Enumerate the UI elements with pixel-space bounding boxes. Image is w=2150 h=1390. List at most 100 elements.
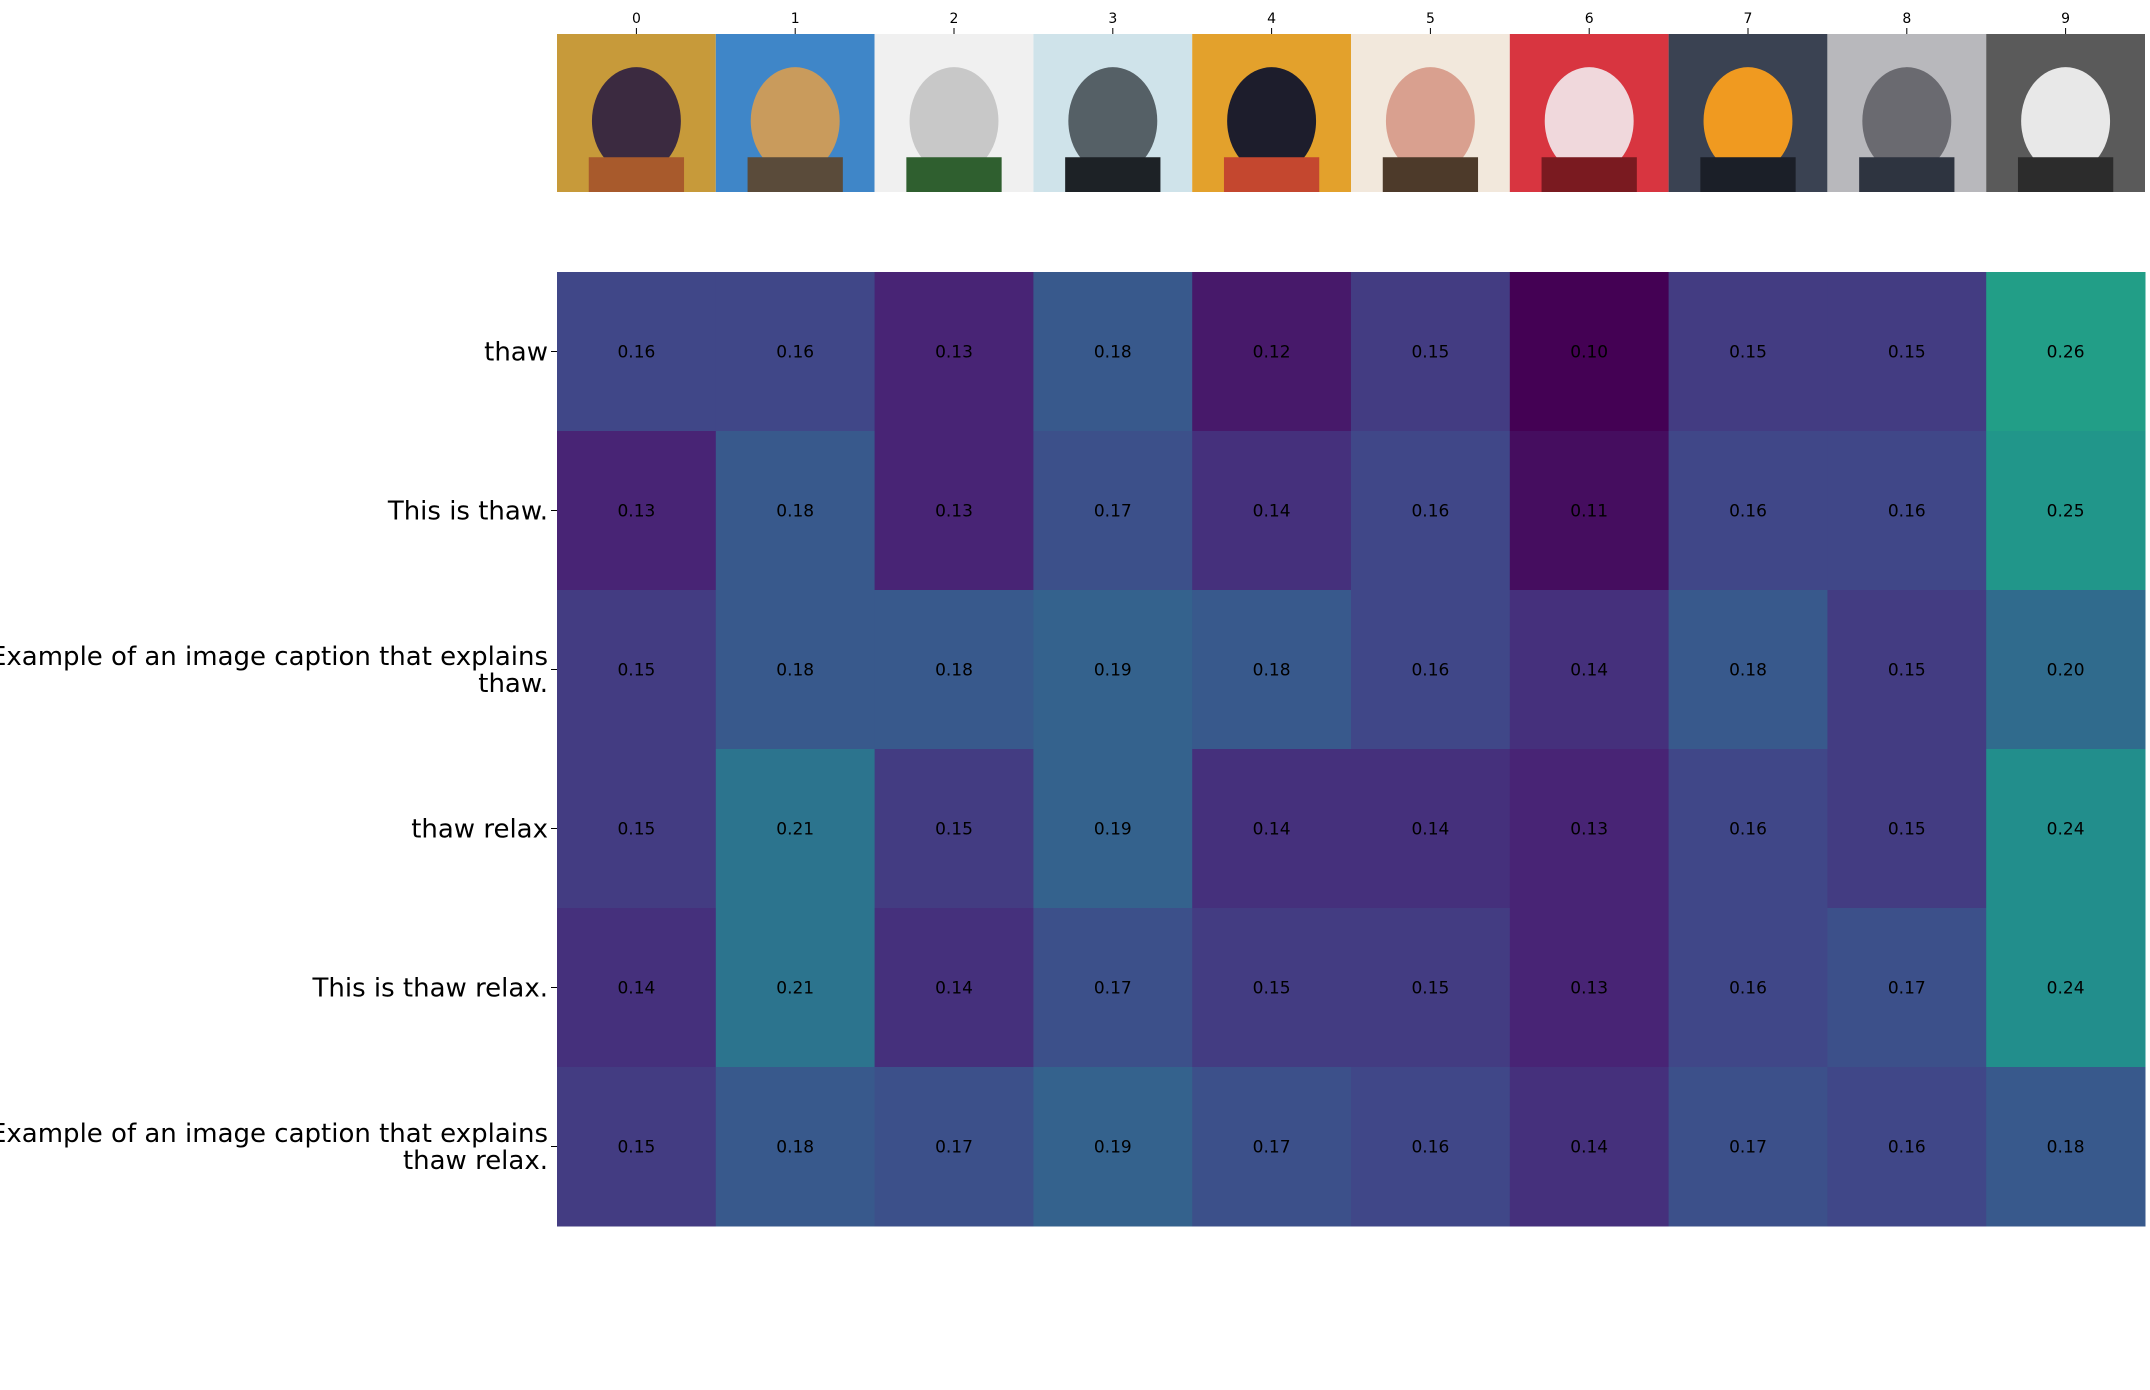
cell-value-label: 0.16 [1411, 661, 1449, 681]
heatmap-cell [1509, 1067, 1670, 1227]
heatmap-cell [1033, 749, 1193, 909]
thumbnail-detail [588, 157, 685, 192]
cell-value-label: 0.20 [2047, 661, 2085, 681]
heatmap-cell [1827, 431, 1987, 591]
cell-value-label: 0.19 [1094, 661, 1132, 681]
heatmap-cell [1192, 431, 1352, 591]
heatmap-cell [1986, 908, 2146, 1068]
heatmap-cell [1351, 1067, 1511, 1227]
cell-value-label: 0.15 [1888, 343, 1926, 363]
heatmap-cell [1668, 1067, 1828, 1227]
cell-value-label: 0.18 [1729, 661, 1767, 681]
heatmap-cell [557, 908, 717, 1068]
cell-value-label: 0.16 [1888, 1138, 1926, 1158]
heatmap-cell [557, 749, 717, 909]
heatmap-cell [1351, 431, 1511, 591]
heatmap-cell [1827, 590, 1987, 750]
heatmap-cell [1986, 272, 2146, 432]
heatmap-cells: 0.16 0.16 0.13 0.18 0.12 0.15 0.10 0.15 0.15 0.26… [557, 272, 2146, 1227]
heatmap-cell [1033, 1067, 1193, 1227]
cell-value-label: 0.17 [1094, 979, 1132, 999]
cell-value-label: 0.15 [1411, 343, 1449, 363]
man-portrait-bw-thumbnail [1033, 34, 1193, 192]
row-label: This is thaw relax. [312, 974, 549, 1004]
heatmap-cell [1033, 908, 1193, 1068]
heatmap-cell [1192, 749, 1352, 909]
thumbnail-subject [1703, 67, 1793, 175]
man-with-glasses-thumbnail [1351, 34, 1510, 192]
cell-value-label: 0.13 [1570, 820, 1608, 840]
heatmap-cell [1986, 431, 2146, 591]
heatmap-cell [1668, 272, 1828, 432]
cell-value-label: 0.16 [1411, 1138, 1449, 1158]
thumbnail-subject [909, 67, 999, 175]
cell-value-label: 0.17 [1729, 1138, 1767, 1158]
heatmap-cell [1827, 749, 1987, 909]
cell-value-label: 0.15 [617, 820, 655, 840]
cell-value-label: 0.15 [617, 661, 655, 681]
thumbnail-subject [2021, 67, 2111, 175]
heatmap-cell [874, 749, 1034, 909]
heatmap-cell [557, 590, 717, 750]
row-label: thaw relax. [403, 1146, 548, 1176]
cell-value-label: 0.19 [1094, 1138, 1132, 1158]
heatmap-cell [874, 1067, 1034, 1227]
heatmap-cell [874, 590, 1034, 750]
row-label: Example of an image caption that explain… [0, 1119, 548, 1149]
cell-value-label: 0.13 [935, 343, 973, 363]
heatmap-cell [1509, 908, 1670, 1068]
heatmap-cell [715, 749, 876, 909]
heatmap-cell [1668, 590, 1828, 750]
cell-value-label: 0.15 [935, 820, 973, 840]
heatmap-cell [557, 1067, 717, 1227]
heatmap-cell [1192, 590, 1352, 750]
thumbnail-subject [1862, 67, 1952, 175]
painting-seated-figure-thumbnail [557, 34, 716, 192]
cell-value-label: 0.24 [2047, 820, 2085, 840]
heatmap-cell [715, 908, 876, 1068]
cell-value-label: 0.13 [617, 502, 655, 522]
column-tick-label: 7 [1744, 11, 1753, 27]
thumbnail-subject [1385, 67, 1475, 175]
heatmap-cell [874, 908, 1034, 1068]
cell-value-label: 0.10 [1570, 343, 1608, 363]
heatmap-cell [1668, 749, 1828, 909]
heatmap-cell [1986, 1067, 2146, 1227]
cell-value-label: 0.14 [617, 979, 655, 999]
thumbnail-detail [1859, 157, 1955, 192]
column-tick-label: 3 [1108, 11, 1117, 27]
row-labels: thaw This is thaw. Example of an image cap… [0, 338, 557, 1176]
row-label: Example of an image caption that explain… [0, 642, 548, 672]
eiffel-empire-state-figurines-thumbnail [874, 34, 1034, 192]
cell-value-label: 0.17 [1888, 979, 1926, 999]
thumbnail-detail [2017, 157, 2114, 192]
heatmap-cell [1668, 431, 1828, 591]
row-label: thaw. [478, 669, 548, 699]
column-labels: 0 1 2 3 4 5 6 7 8 9 [632, 11, 2070, 34]
cell-value-label: 0.18 [1253, 661, 1291, 681]
thumbnail-detail [1065, 157, 1161, 192]
cell-value-label: 0.15 [1411, 979, 1449, 999]
row-label: thaw relax [411, 815, 548, 845]
cell-value-label: 0.11 [1570, 502, 1608, 522]
cell-value-label: 0.16 [617, 343, 655, 363]
heatmap-cell [1827, 272, 1987, 432]
heatmap-cell [1351, 749, 1511, 909]
molten-metal-pouring-thumbnail [1668, 34, 1828, 192]
cell-value-label: 0.15 [1253, 979, 1291, 999]
cell-value-label: 0.21 [776, 979, 814, 999]
cell-value-label: 0.25 [2047, 502, 2085, 522]
cell-value-label: 0.15 [1888, 820, 1926, 840]
heatmap-cell [1033, 590, 1193, 750]
cell-value-label: 0.15 [617, 1138, 655, 1158]
thumbnail-detail [906, 157, 1002, 192]
folk-art-painting-thumbnail [1192, 34, 1351, 192]
cell-value-label: 0.18 [935, 661, 973, 681]
heatmap-cell [1192, 908, 1352, 1068]
cell-value-label: 0.14 [935, 979, 973, 999]
cell-value-label: 0.14 [1253, 820, 1291, 840]
thumbnail-detail [1541, 157, 1637, 192]
column-tick-label: 4 [1267, 11, 1276, 27]
cell-value-label: 0.18 [1094, 343, 1132, 363]
